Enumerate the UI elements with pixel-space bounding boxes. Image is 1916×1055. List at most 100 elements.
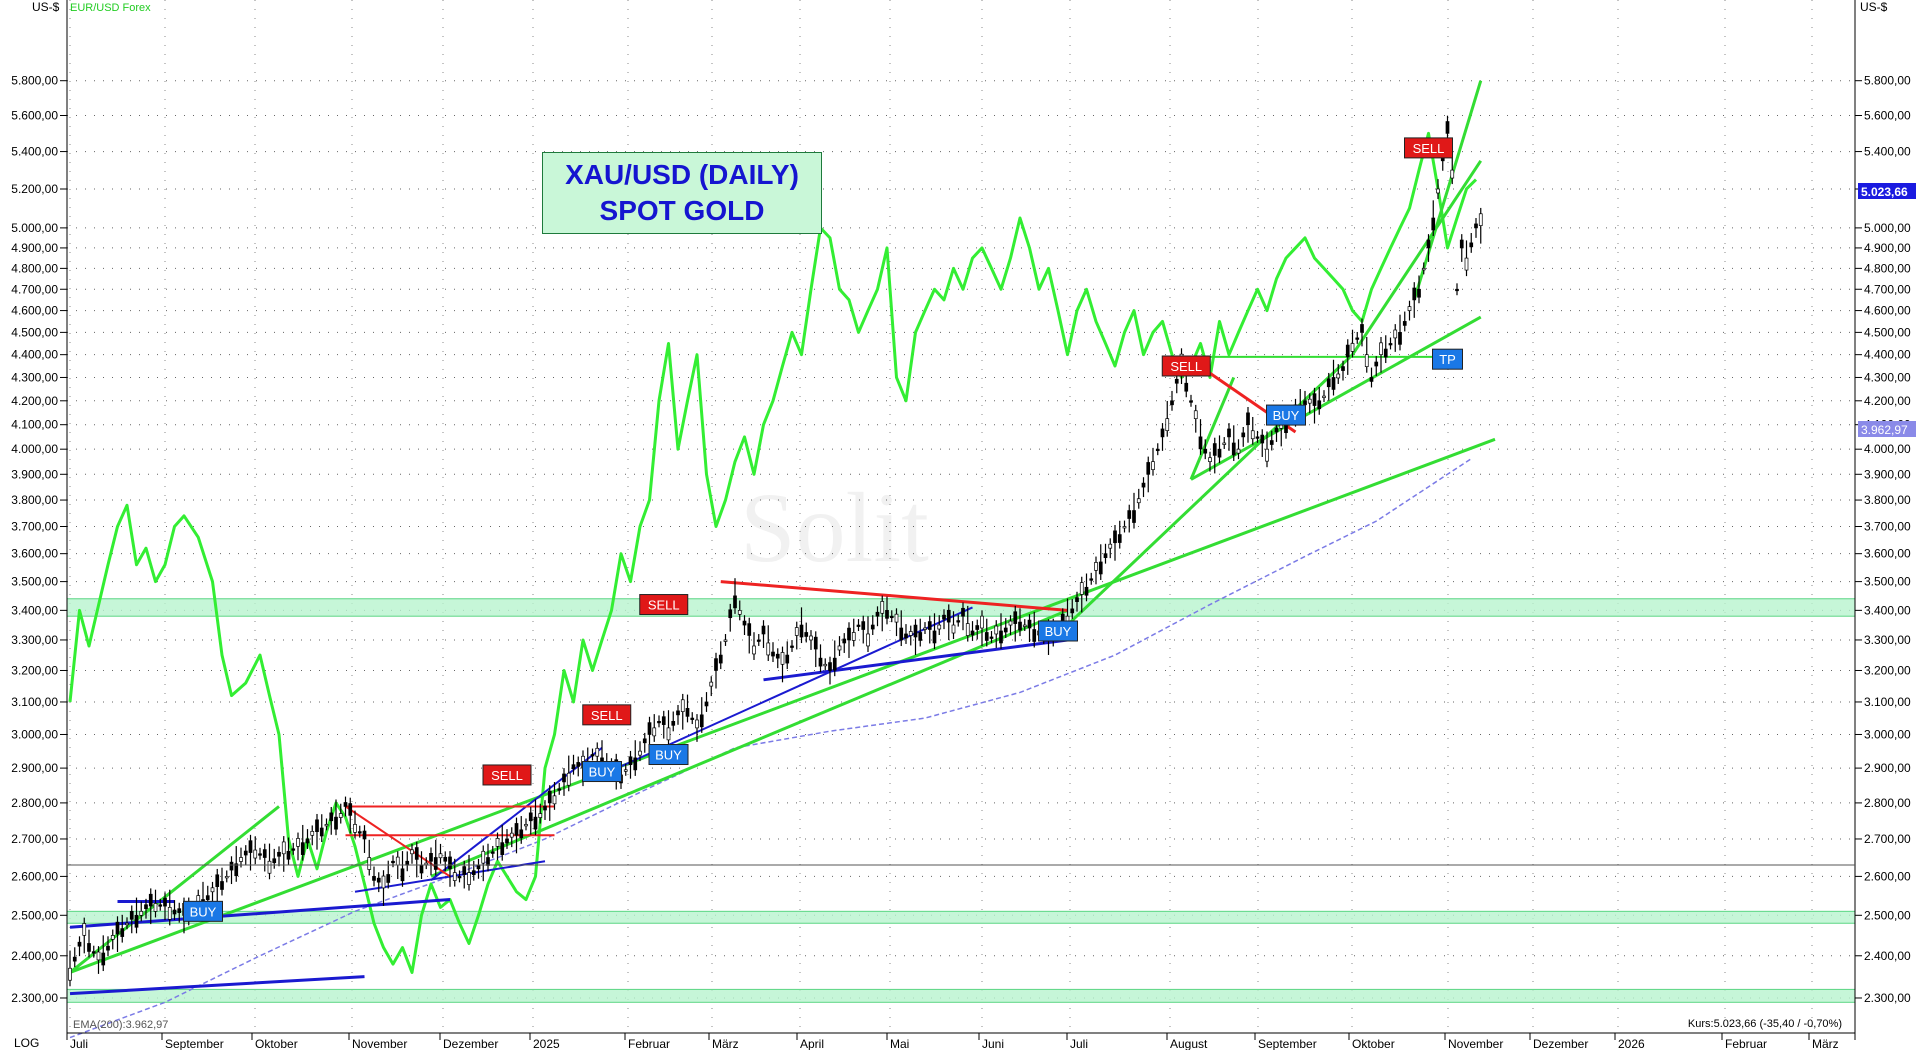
price-candle bbox=[1160, 428, 1165, 438]
solit-watermark: Solit bbox=[740, 472, 929, 583]
y-tick-label-left: 5.200,00 bbox=[11, 182, 58, 196]
price-candle bbox=[747, 623, 752, 636]
price-candle bbox=[258, 853, 262, 856]
price-candle bbox=[1146, 462, 1151, 475]
y-tick-label-left: 5.600,00 bbox=[11, 109, 58, 123]
price-candle bbox=[1008, 620, 1013, 626]
price-candle bbox=[158, 904, 163, 907]
y-tick-label-left: 5.400,00 bbox=[11, 145, 58, 159]
price-candle bbox=[1431, 217, 1436, 231]
price-candle bbox=[818, 657, 823, 667]
price-candle bbox=[999, 630, 1003, 644]
x-tick-label: Februar bbox=[628, 1037, 670, 1050]
price-candle bbox=[1269, 440, 1274, 445]
signal-label-sell: SELL bbox=[1170, 359, 1202, 374]
price-candle bbox=[913, 624, 918, 638]
price-candle bbox=[148, 893, 153, 907]
y-tick-label-right: 2.400,00 bbox=[1864, 949, 1911, 963]
y-tick-label-left: 2.900,00 bbox=[11, 761, 58, 775]
price-candle bbox=[1317, 400, 1322, 410]
y-tick-label-left: 4.300,00 bbox=[11, 370, 58, 384]
price-candle bbox=[106, 945, 110, 951]
price-candle bbox=[638, 750, 642, 756]
price-candle bbox=[870, 624, 875, 630]
price-candle bbox=[96, 951, 101, 961]
price-candle bbox=[505, 838, 509, 844]
price-candle bbox=[177, 908, 182, 914]
y-tick-label-right: 4.600,00 bbox=[1864, 304, 1911, 318]
price-candle bbox=[533, 816, 538, 830]
price-candle bbox=[823, 663, 828, 667]
y-tick-label-left: 5.800,00 bbox=[11, 74, 58, 88]
y-tick-label-left: 2.400,00 bbox=[11, 949, 58, 963]
ema-legend: EMA(200):3.962,97 bbox=[73, 1019, 168, 1031]
price-candle bbox=[1459, 239, 1464, 249]
price-candle bbox=[291, 848, 296, 851]
price-candle bbox=[1364, 354, 1369, 367]
y-tick-label-left: 4.400,00 bbox=[11, 348, 58, 362]
price-candle bbox=[1402, 321, 1407, 326]
y-tick-label-right: 4.700,00 bbox=[1864, 282, 1911, 296]
y-tick-label-left: 3.100,00 bbox=[11, 695, 58, 709]
y-tick-label-right: 5.400,00 bbox=[1864, 145, 1911, 159]
price-candle bbox=[1421, 268, 1426, 271]
price-candle bbox=[961, 607, 965, 617]
price-candle bbox=[994, 625, 999, 635]
price-candle bbox=[728, 609, 733, 619]
price-candle bbox=[1189, 400, 1193, 403]
price-candle bbox=[685, 708, 690, 717]
y-tick-label-right: 4.800,00 bbox=[1864, 261, 1911, 275]
price-candle bbox=[737, 610, 742, 615]
price-candle bbox=[980, 615, 984, 629]
price-candle bbox=[1208, 457, 1212, 463]
price-candle bbox=[1103, 553, 1108, 558]
x-tick-label: November bbox=[352, 1037, 407, 1050]
price-candle bbox=[286, 850, 291, 860]
y-tick-label-left: 4.600,00 bbox=[11, 304, 58, 318]
price-candle bbox=[443, 856, 448, 862]
price-candle bbox=[1132, 510, 1136, 523]
y-tick-label-left: 4.200,00 bbox=[11, 394, 58, 408]
price-candle bbox=[400, 868, 405, 882]
y-tick-label-right: 4.500,00 bbox=[1864, 325, 1911, 339]
price-candle bbox=[229, 861, 234, 871]
ema-price-badge bbox=[1858, 421, 1916, 437]
signal-label-sell: SELL bbox=[491, 768, 523, 783]
x-tick-label: April bbox=[800, 1037, 824, 1050]
price-candle bbox=[305, 838, 310, 844]
price-candle bbox=[457, 876, 462, 879]
price-candle bbox=[134, 914, 139, 928]
price-candle bbox=[885, 610, 889, 619]
price-candle bbox=[115, 921, 120, 935]
price-candle bbox=[205, 895, 210, 900]
price-candle bbox=[970, 630, 975, 636]
ema-price-value: 3.962,97 bbox=[1861, 423, 1908, 437]
price-candle bbox=[467, 872, 471, 885]
price-candle bbox=[918, 632, 923, 641]
price-candle bbox=[1417, 288, 1421, 298]
comparison-legend: EUR/USD Forex bbox=[70, 2, 151, 14]
price-candle bbox=[908, 631, 913, 636]
price-candle bbox=[894, 613, 899, 623]
price-candle bbox=[144, 904, 148, 910]
price-candle bbox=[329, 812, 334, 822]
y-tick-label-right: 5.600,00 bbox=[1864, 109, 1911, 123]
price-candle bbox=[951, 624, 956, 634]
price-candle bbox=[462, 866, 467, 875]
price-candle bbox=[87, 943, 91, 952]
price-candle bbox=[799, 624, 804, 638]
x-tick-label: September bbox=[1258, 1037, 1317, 1050]
price-candle bbox=[500, 842, 505, 855]
price-candle bbox=[1184, 382, 1189, 392]
green-trendline bbox=[1351, 159, 1483, 356]
price-candle bbox=[424, 862, 429, 865]
price-candle bbox=[1455, 288, 1459, 292]
y-tick-label-right: 4.200,00 bbox=[1864, 394, 1911, 408]
price-candle bbox=[861, 621, 866, 630]
price-candle bbox=[386, 874, 391, 883]
x-tick-label: 2025 bbox=[533, 1037, 560, 1050]
signal-label-buy: BUY bbox=[589, 765, 616, 780]
price-candle bbox=[215, 874, 220, 887]
price-candle bbox=[866, 633, 870, 647]
